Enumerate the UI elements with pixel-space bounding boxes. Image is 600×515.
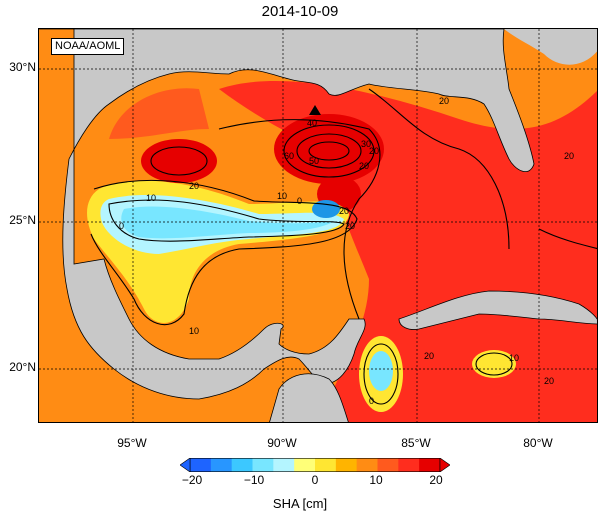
colorbar-cell — [315, 458, 337, 472]
colorbar-tick: 0 — [311, 473, 319, 487]
contour-label: 20 — [439, 96, 449, 106]
colorbar-cell — [294, 458, 316, 472]
central-america-land — [269, 373, 349, 422]
contour-label: 20 — [369, 146, 379, 156]
colorbar-cell — [273, 458, 295, 472]
contour-label: 20 — [359, 161, 369, 171]
contour-label: 20 — [424, 351, 434, 361]
contour-label: 20 — [339, 206, 349, 216]
lat-label-25n: 25°N — [9, 213, 36, 227]
contour-label: 10 — [509, 353, 519, 363]
colorbar-tick: −10 — [243, 473, 265, 487]
colorbar-cell — [377, 458, 399, 472]
lat-label-30n: 30°N — [9, 60, 36, 74]
lon-label-85w: 85°W — [401, 436, 431, 450]
colorbar-cell — [335, 458, 358, 472]
south-cold-eddy-core — [369, 351, 393, 391]
contour-label: 10 — [277, 191, 287, 201]
colorbar-cell — [190, 458, 212, 472]
north-america-land — [39, 29, 597, 400]
contour-label: 20 — [345, 221, 355, 231]
contour-label: 20 — [564, 151, 574, 161]
sea-height-map: 40 50 60 30 20 10 0 10 20 20 20 10 0 0 1… — [39, 29, 597, 422]
cuba-land — [398, 290, 597, 330]
colorbar-low-arrow — [180, 458, 191, 472]
caribbean-weak-anomaly — [472, 350, 516, 378]
loop-current-core — [274, 114, 384, 184]
contour-label: 40 — [307, 118, 317, 128]
contour-lines — [90, 88, 597, 405]
colorbar-cell — [419, 458, 441, 472]
colorbar-cell — [210, 458, 233, 472]
lat-label-20n: 20°N — [9, 360, 36, 374]
colorbar-cell — [356, 458, 378, 472]
colorbar-cell — [252, 458, 274, 472]
map-title: 2014-10-09 — [261, 3, 339, 20]
lon-label-90w: 90°W — [267, 436, 297, 450]
northwest-anomaly — [109, 88, 209, 139]
colorbar-cell — [398, 458, 420, 472]
lon-label-80w: 80°W — [523, 436, 553, 450]
contour-label: 60 — [284, 151, 294, 161]
colorbar-high-arrow — [439, 458, 450, 472]
map-panel: 40 50 60 30 20 10 0 10 20 20 20 10 0 0 1… — [38, 28, 598, 423]
florida-land — [504, 29, 597, 65]
colorbar-tick: 20 — [429, 473, 443, 487]
colorbar-tick: 10 — [369, 473, 383, 487]
graticule — [39, 29, 597, 422]
high-anomaly-region — [219, 81, 597, 422]
contour-label: 0 — [297, 196, 302, 206]
contour-label: 20 — [189, 181, 199, 191]
cold-eddy-center — [312, 200, 340, 218]
contour-label: 10 — [146, 193, 156, 203]
colorbar-tick: −20 — [181, 473, 203, 487]
contour-label: 0 — [369, 396, 374, 406]
colorbar-cell — [231, 458, 253, 472]
contour-label-group: 40 50 60 30 20 10 0 10 20 20 20 10 0 0 1… — [119, 96, 574, 406]
lon-label-95w: 95°W — [117, 436, 147, 450]
contour-label: 50 — [309, 156, 319, 166]
credit-label: NOAA/AOML — [51, 38, 125, 55]
colorbar — [180, 458, 450, 472]
contour-label: 20 — [544, 376, 554, 386]
contour-label: 10 — [189, 326, 199, 336]
cold-anomaly-core — [121, 206, 334, 239]
contour-label: 0 — [119, 221, 124, 231]
west-eddy — [141, 139, 217, 183]
contour-label: 30 — [361, 139, 371, 149]
station-marker — [309, 105, 321, 115]
colorbar-title: SHA [cm] — [272, 496, 328, 511]
